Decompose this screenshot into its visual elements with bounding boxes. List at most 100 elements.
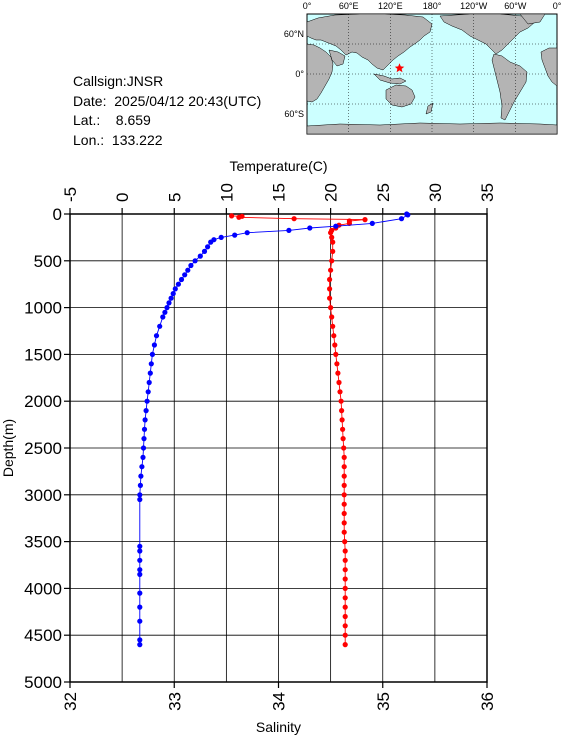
land-indonesia — [373, 73, 407, 85]
salinity-point — [201, 248, 208, 254]
series-layer — [137, 211, 411, 648]
salinity-point — [307, 225, 313, 231]
temperature-point — [327, 276, 333, 283]
temperature-point — [341, 454, 347, 460]
temperature-point — [341, 492, 347, 498]
temperature-point — [341, 473, 347, 479]
temperature-point — [342, 567, 348, 573]
salinity-point — [137, 637, 143, 643]
depth-tick-label: 2500 — [24, 439, 62, 458]
salinity-point — [172, 286, 178, 292]
depth-tick-label: 3000 — [24, 486, 62, 505]
salinity-point — [185, 267, 191, 273]
temperature-point — [337, 389, 343, 395]
salinity-point — [137, 604, 143, 610]
land-australia — [385, 84, 416, 108]
station-marker — [394, 63, 405, 73]
map-longitude-label: 120°E — [378, 1, 403, 11]
axis-tick-labels: 0 500 1000 1500 2000 2500 3000 3500 4000 4500 5000… — [24, 183, 497, 711]
salinity-point — [141, 436, 147, 442]
salinity-point — [142, 417, 148, 423]
temperature-point — [342, 595, 348, 601]
salinity-point — [137, 571, 143, 578]
depth-tick-label: 1500 — [24, 345, 62, 364]
salinity-axis-title: Salinity — [256, 719, 301, 735]
salinity-point — [151, 342, 157, 348]
station-info: Callsign:JNSR Date: 2025/04/12 20:43(UTC… — [73, 72, 261, 150]
temperature-point — [331, 333, 337, 339]
salinity-point — [175, 281, 181, 287]
depth-tick-label: 1000 — [24, 299, 62, 318]
land-south-america — [491, 53, 528, 121]
date-text: Date: 2025/04/12 20:43(UTC) — [73, 92, 262, 109]
temperature-point — [328, 305, 334, 311]
salinity-point — [162, 309, 168, 315]
salinity-point — [137, 543, 143, 549]
salinity-point — [157, 323, 163, 329]
salinity-point — [232, 232, 238, 238]
land-africa-west — [540, 47, 558, 87]
temperature-point — [342, 613, 348, 620]
salinity-point — [208, 239, 214, 245]
temperature-point — [338, 398, 344, 404]
temperature-tick-label: 25 — [374, 183, 393, 202]
land-eurasia — [306, 13, 433, 71]
salinity-point — [192, 258, 198, 264]
map-longitude-label: 180° — [423, 1, 442, 11]
temperature-axis-title: Temperature(C) — [229, 158, 327, 174]
temperature-point — [342, 548, 348, 554]
salinity-point — [398, 216, 405, 222]
salinity-point — [164, 305, 170, 311]
temperature-point — [329, 314, 335, 320]
salinity-point — [205, 244, 211, 250]
temperature-point — [341, 445, 347, 451]
temperature-point — [342, 623, 348, 629]
salinity-point — [146, 379, 152, 386]
salinity-point — [138, 473, 144, 479]
temperature-point — [341, 464, 347, 470]
temperature-tick-label: 10 — [217, 183, 236, 202]
temperature-point — [341, 482, 347, 488]
salinity-point — [286, 227, 292, 233]
temperature-point — [340, 426, 346, 432]
map-longitude-label: 60°E — [339, 1, 359, 11]
salinity-point — [153, 333, 160, 339]
temperature-point — [342, 539, 348, 545]
salinity-point — [149, 351, 155, 357]
salinity-point — [244, 230, 250, 236]
temperature-point — [328, 230, 334, 236]
salinity-tick-label: 36 — [478, 692, 497, 711]
land-arabia — [328, 49, 346, 67]
temperature-point — [330, 248, 336, 254]
temperature-tick-label: 5 — [165, 193, 184, 202]
longitude-text: Lon.: 133.222 — [73, 131, 163, 148]
land-greenland — [519, 13, 546, 25]
temperature-point — [342, 557, 348, 563]
temperature-point — [341, 529, 347, 535]
temperature-point — [342, 585, 348, 592]
temperature-point — [340, 436, 346, 442]
temperature-point — [342, 604, 348, 610]
salinity-point — [333, 223, 339, 229]
salinity-point — [137, 482, 143, 488]
temperature-tick-label: 20 — [322, 183, 341, 202]
salinity-point — [168, 295, 174, 301]
salinity-point — [182, 272, 188, 278]
temperature-point — [329, 258, 335, 264]
temperature-point — [291, 216, 297, 222]
salinity-point — [188, 262, 194, 269]
world-map: 0° 60°E 120°E 180° 120°W 60°W 0° 60°N 0° 60°S — [284, 1, 562, 135]
salinity-point — [137, 496, 143, 503]
salinity-point — [137, 548, 143, 554]
salinity-point — [218, 234, 224, 240]
salinity-point — [197, 253, 203, 259]
temperature-point — [362, 217, 368, 223]
map-latitude-label: 60°N — [284, 29, 304, 39]
temperature-point — [339, 408, 345, 414]
salinity-point — [143, 408, 149, 414]
salinity-point — [140, 445, 147, 451]
temperature-point — [333, 351, 339, 357]
temperature-point — [236, 214, 242, 220]
depth-tick-label: 3500 — [24, 533, 62, 552]
